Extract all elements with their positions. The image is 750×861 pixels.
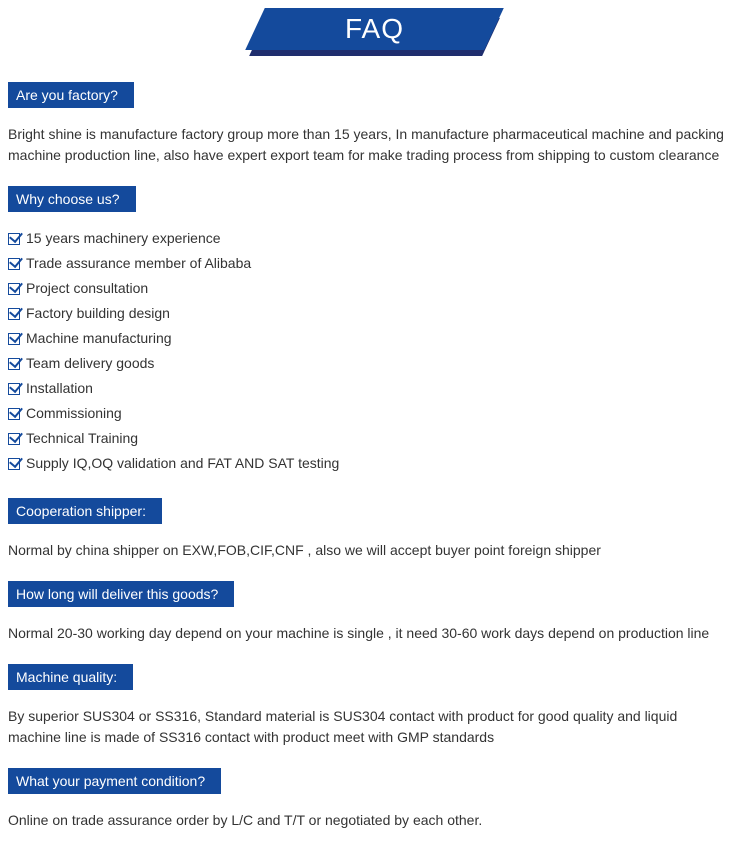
section-header-why: Why choose us? — [8, 186, 136, 212]
list-item: Installation — [8, 378, 742, 399]
list-item: Factory building design — [8, 303, 742, 324]
section-body-delivery: Normal 20-30 working day depend on your … — [8, 623, 742, 644]
list-item: Commissioning — [8, 403, 742, 424]
list-item-label: 15 years machinery experience — [26, 228, 221, 249]
check-icon — [8, 408, 20, 420]
list-item: Supply IQ,OQ validation and FAT AND SAT … — [8, 453, 742, 474]
list-item-label: Commissioning — [26, 403, 122, 424]
section-header-shipper: Cooperation shipper: — [8, 498, 162, 524]
faq-banner: FAQ — [0, 0, 750, 62]
list-item: 15 years machinery experience — [8, 228, 742, 249]
list-item-label: Project consultation — [26, 278, 148, 299]
section-body-payment: Online on trade assurance order by L/C a… — [8, 810, 742, 831]
list-item-label: Machine manufacturing — [26, 328, 172, 349]
list-item-label: Supply IQ,OQ validation and FAT AND SAT … — [26, 453, 339, 474]
check-icon — [8, 308, 20, 320]
list-item-label: Factory building design — [26, 303, 170, 324]
banner-label: FAQ — [345, 13, 404, 45]
check-icon — [8, 258, 20, 270]
faq-content: Are you factory? Bright shine is manufac… — [0, 62, 750, 861]
section-body-shipper: Normal by china shipper on EXW,FOB,CIF,C… — [8, 540, 742, 561]
check-icon — [8, 358, 20, 370]
section-body-quality: By superior SUS304 or SS316, Standard ma… — [8, 706, 742, 748]
check-icon — [8, 333, 20, 345]
list-item-label: Installation — [26, 378, 93, 399]
list-item: Machine manufacturing — [8, 328, 742, 349]
section-header-factory: Are you factory? — [8, 82, 134, 108]
list-item: Project consultation — [8, 278, 742, 299]
check-icon — [8, 283, 20, 295]
list-item-label: Trade assurance member of Alibaba — [26, 253, 251, 274]
list-item: Trade assurance member of Alibaba — [8, 253, 742, 274]
section-header-payment: What your payment condition? — [8, 768, 221, 794]
check-icon — [8, 433, 20, 445]
check-icon — [8, 233, 20, 245]
section-body-factory: Bright shine is manufacture factory grou… — [8, 124, 742, 166]
check-icon — [8, 458, 20, 470]
check-icon — [8, 383, 20, 395]
section-header-quality: Machine quality: — [8, 664, 133, 690]
list-item: Team delivery goods — [8, 353, 742, 374]
section-header-delivery: How long will deliver this goods? — [8, 581, 234, 607]
list-item: Technical Training — [8, 428, 742, 449]
why-choose-list: 15 years machinery experience Trade assur… — [8, 228, 742, 474]
list-item-label: Team delivery goods — [26, 353, 154, 374]
list-item-label: Technical Training — [26, 428, 138, 449]
